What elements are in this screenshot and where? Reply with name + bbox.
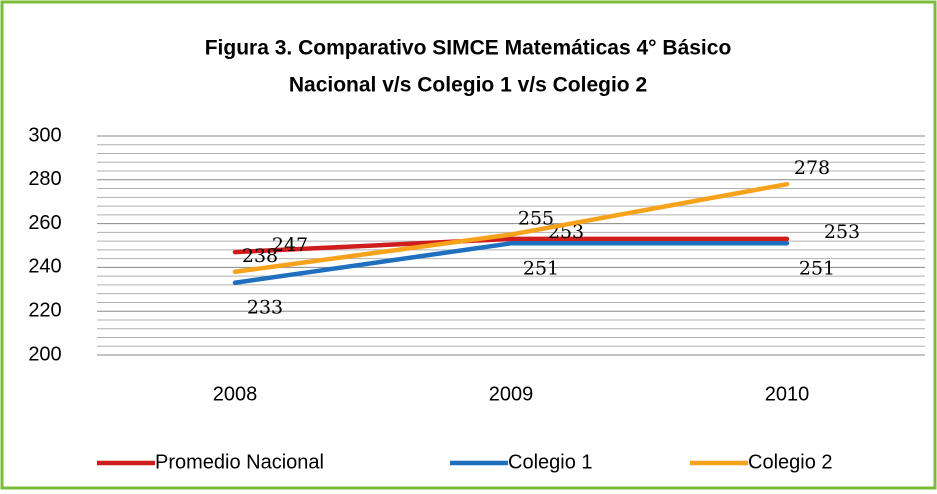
- x-tick-label: 2010: [765, 383, 810, 405]
- data-label: 251: [799, 257, 835, 279]
- data-label: 255: [518, 208, 554, 230]
- x-tick-label: 2009: [489, 383, 534, 405]
- y-tick-label: 300: [28, 124, 61, 146]
- y-tick-label: 240: [28, 256, 61, 278]
- x-tick-label: 2008: [213, 383, 258, 405]
- data-label: 253: [824, 221, 860, 243]
- legend-label: Promedio Nacional: [155, 451, 324, 473]
- y-tick-label: 280: [28, 168, 61, 190]
- data-label: 278: [794, 157, 830, 179]
- data-label: 238: [242, 245, 278, 267]
- data-label: 251: [523, 257, 559, 279]
- legend-label: Colegio 1: [508, 451, 593, 473]
- y-tick-label: 200: [28, 343, 61, 365]
- y-tick-label: 260: [28, 212, 61, 234]
- series-line: [232, 241, 790, 285]
- series-line: [232, 236, 790, 255]
- legend-label: Colegio 2: [748, 451, 833, 473]
- y-tick-label: 220: [28, 299, 61, 321]
- data-label: 233: [247, 297, 283, 319]
- data-label: 247: [272, 234, 308, 256]
- chart-title: Figura 3. Comparativo SIMCE Matemáticas …: [205, 37, 732, 60]
- series-line: [232, 181, 790, 275]
- chart-title: Nacional v/s Colegio 1 v/s Colegio 2: [289, 74, 647, 97]
